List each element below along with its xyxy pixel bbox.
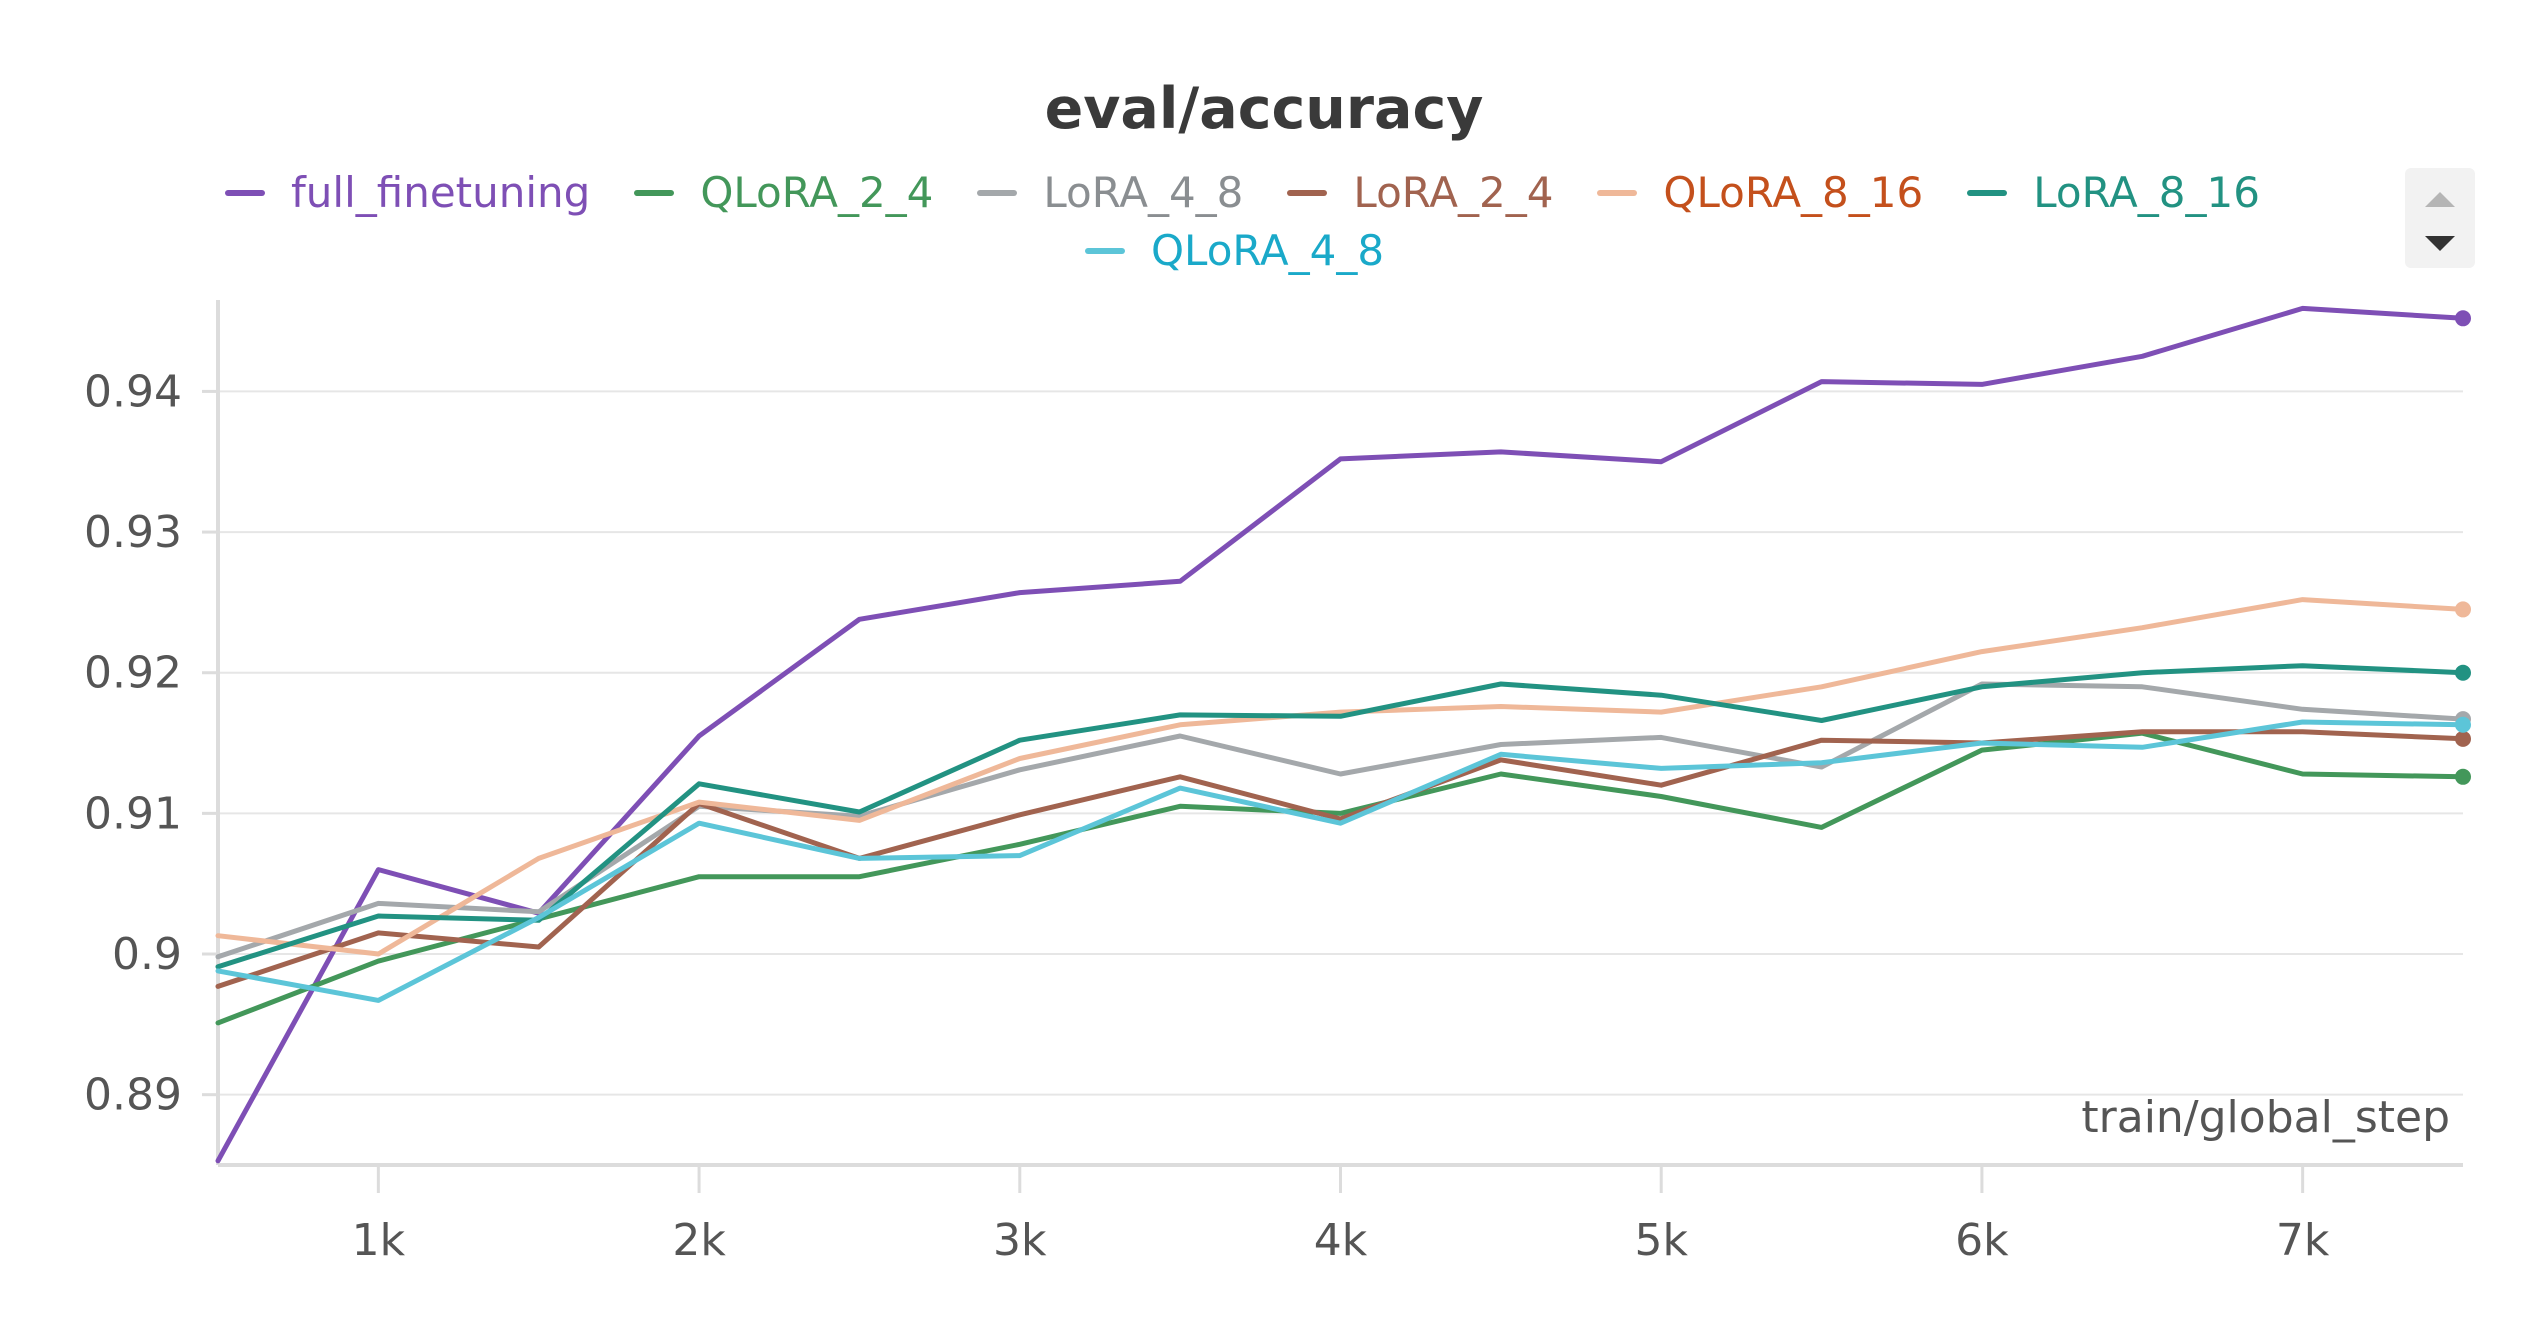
y-tick-label: 0.92 <box>84 648 182 699</box>
legend-swatch <box>1085 247 1125 254</box>
legend-label: LoRA_4_8 <box>1043 168 1244 217</box>
legend-row-1: full_finetuning QLoRA_2_4 LoRA_4_8 LoRA_2_4… <box>225 168 2304 217</box>
legend-label: full_finetuning <box>291 168 591 217</box>
legend-item-lora-8-16[interactable]: LoRA_8_16 <box>1967 168 2260 217</box>
legend-item-lora-4-8[interactable]: LoRA_4_8 <box>977 168 1243 217</box>
x-tick-label: 4k <box>1314 1215 1368 1266</box>
y-tick-label: 0.94 <box>84 366 182 417</box>
legend-scroll-control <box>2405 168 2475 268</box>
y-tick-label: 0.93 <box>84 507 182 558</box>
legend-label: QLoRA_8_16 <box>1663 168 1924 217</box>
x-tick-label: 2k <box>672 1215 726 1266</box>
x-tick-label: 1k <box>352 1215 406 1266</box>
series-end-marker <box>2455 601 2471 618</box>
axes: 0.89 0.9 0.91 0.92 0.93 0.94 1k 2k 3k 4k 5k 6k 7k <box>84 300 2463 1266</box>
legend-label: QLoRA_2_4 <box>700 168 934 217</box>
y-tick-label: 0.9 <box>112 929 182 980</box>
scroll-down-arrow-icon[interactable] <box>2425 236 2455 251</box>
legend-swatch <box>225 189 265 196</box>
legend-row-2: QLoRA_4_8 <box>1085 226 1428 275</box>
series-line-qlora-4-8[interactable] <box>215 719 2466 1003</box>
legend-item-full-finetuning[interactable]: full_finetuning <box>225 168 590 217</box>
legend-item-lora-2-4[interactable]: LoRA_2_4 <box>1287 168 1553 217</box>
series-line-qlora-2-4[interactable] <box>215 730 2466 1026</box>
legend-swatch <box>634 189 675 196</box>
x-tick-label: 5k <box>1634 1215 1688 1266</box>
legend-label: LoRA_8_16 <box>2033 168 2260 217</box>
legend-label: LoRA_2_4 <box>1353 168 1554 217</box>
series-line-qlora-8-16[interactable] <box>215 597 2466 957</box>
series-line-lora-8-16[interactable] <box>215 663 2466 970</box>
x-tick-label: 7k <box>2276 1215 2330 1266</box>
series-end-marker <box>2455 768 2471 785</box>
series-end-marker <box>2455 730 2471 747</box>
legend-item-qlora-4-8[interactable]: QLoRA_4_8 <box>1085 226 1384 275</box>
grid-lines <box>218 390 2463 1096</box>
y-tick-label: 0.89 <box>84 1070 182 1121</box>
scroll-up-arrow-icon[interactable] <box>2425 192 2455 207</box>
series-lines <box>215 305 2471 1164</box>
series-line-full-finetuning[interactable] <box>215 305 2466 1164</box>
legend-swatch <box>1287 189 1328 196</box>
legend-swatch <box>1967 189 2008 196</box>
x-tick-label: 6k <box>1955 1215 2009 1266</box>
series-end-marker <box>2455 310 2471 327</box>
series-line-lora-2-4[interactable] <box>215 729 2466 989</box>
series-end-marker <box>2455 716 2471 733</box>
legend-swatch <box>1597 189 1638 196</box>
legend-label: QLoRA_4_8 <box>1151 226 1385 275</box>
legend-swatch <box>977 189 1018 196</box>
x-axis-label: train/global_step <box>2081 1092 2450 1143</box>
legend-item-qlora-2-4[interactable]: QLoRA_2_4 <box>634 168 933 217</box>
chart-title: eval/accuracy <box>1044 76 1484 142</box>
legend-item-qlora-8-16[interactable]: QLoRA_8_16 <box>1597 168 1923 217</box>
x-tick-label: 3k <box>993 1215 1047 1266</box>
series-end-marker <box>2455 664 2471 681</box>
y-tick-label: 0.91 <box>84 788 182 839</box>
